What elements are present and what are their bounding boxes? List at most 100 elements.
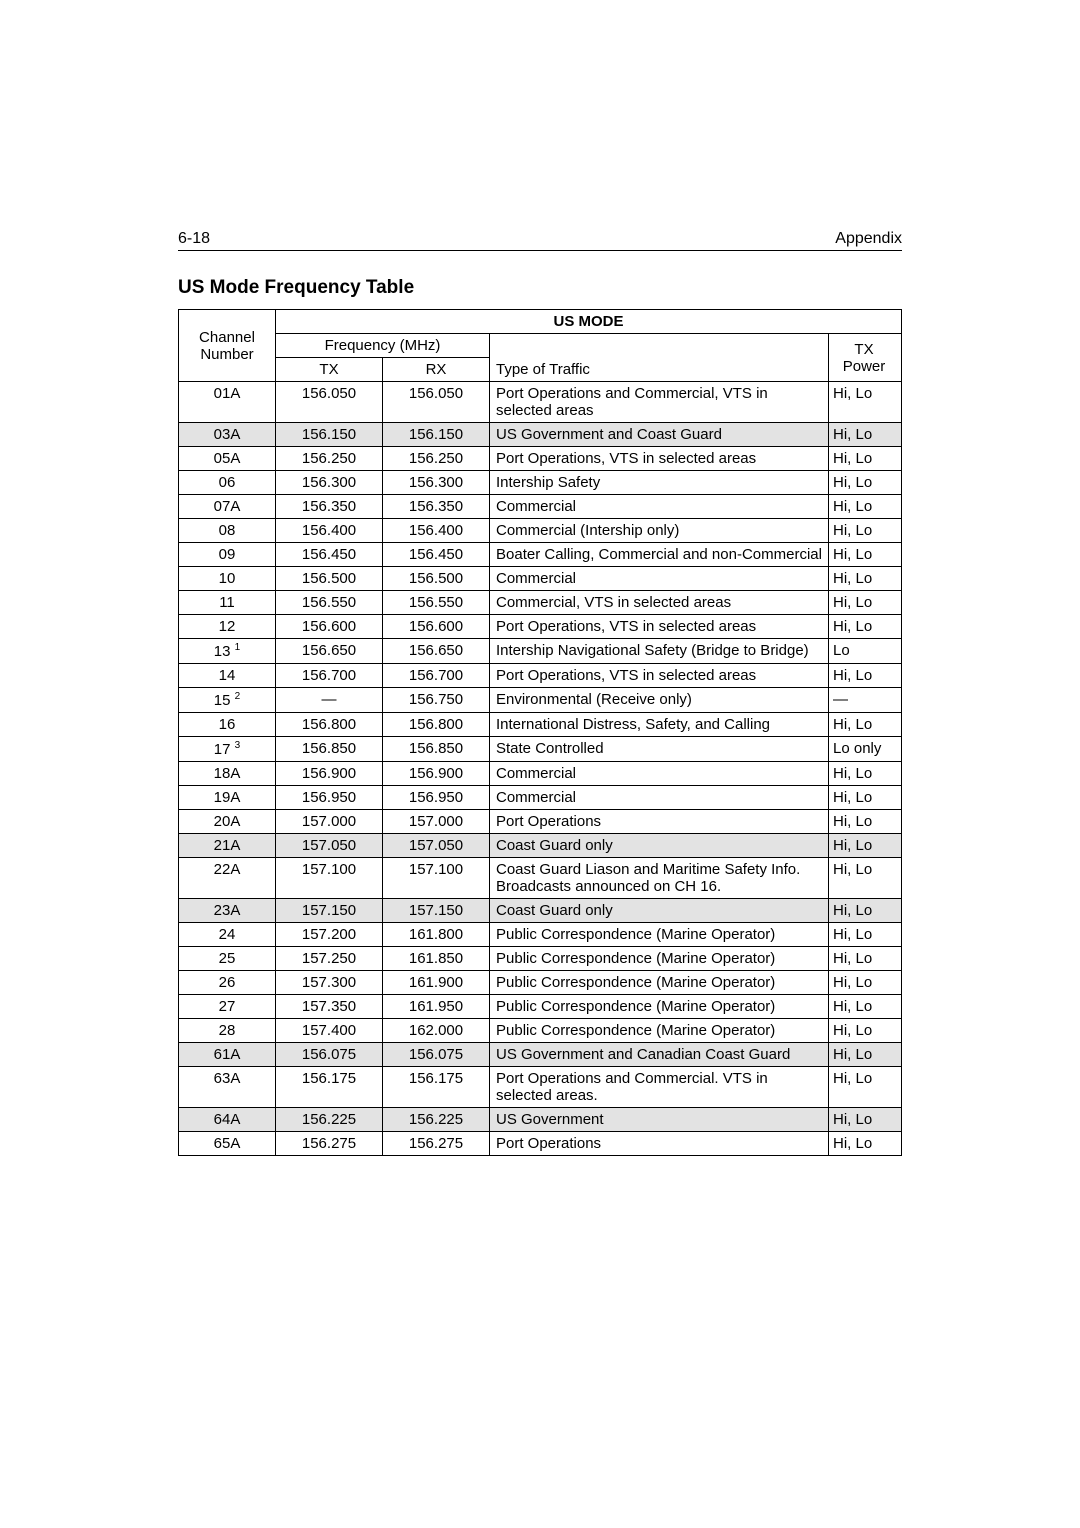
table-row: 63A156.175156.175Port Operations and Com… (179, 1067, 902, 1108)
cell-power: Hi, Lo (829, 947, 902, 971)
cell-tx: 156.075 (276, 1043, 383, 1067)
table-row: 05A156.250156.250Port Operations, VTS in… (179, 447, 902, 471)
cell-rx: 156.800 (383, 713, 490, 737)
cell-power: Hi, Lo (829, 923, 902, 947)
cell-type: Commercial (490, 495, 829, 519)
table-row: 61A156.075156.075US Government and Canad… (179, 1043, 902, 1067)
cell-power: Hi, Lo (829, 567, 902, 591)
table-row: 19A156.950156.950CommercialHi, Lo (179, 786, 902, 810)
table-title: US Mode Frequency Table (178, 277, 902, 299)
cell-rx: 161.900 (383, 971, 490, 995)
cell-rx: 156.400 (383, 519, 490, 543)
cell-tx: 157.200 (276, 923, 383, 947)
cell-power: Hi, Lo (829, 713, 902, 737)
cell-channel: 64A (179, 1108, 276, 1132)
section-name: Appendix (835, 230, 902, 248)
cell-channel: 19A (179, 786, 276, 810)
table-row: 15 2—156.750Environmental (Receive only)… (179, 688, 902, 713)
cell-channel: 10 (179, 567, 276, 591)
cell-power: Hi, Lo (829, 810, 902, 834)
cell-type: Port Operations, VTS in selected areas (490, 447, 829, 471)
cell-rx: 156.175 (383, 1067, 490, 1108)
cell-rx: 156.075 (383, 1043, 490, 1067)
cell-type: Commercial, VTS in selected areas (490, 591, 829, 615)
cell-power: Lo (829, 639, 902, 664)
cell-channel: 03A (179, 423, 276, 447)
cell-rx: 156.500 (383, 567, 490, 591)
cell-channel: 12 (179, 615, 276, 639)
cell-power: Hi, Lo (829, 382, 902, 423)
cell-tx: 156.175 (276, 1067, 383, 1108)
cell-type: Boater Calling, Commercial and non-Comme… (490, 543, 829, 567)
table-row: 12156.600156.600Port Operations, VTS in … (179, 615, 902, 639)
cell-tx: 157.050 (276, 834, 383, 858)
cell-channel: 61A (179, 1043, 276, 1067)
cell-tx: 156.650 (276, 639, 383, 664)
cell-power: Lo only (829, 737, 902, 762)
cell-channel: 65A (179, 1132, 276, 1156)
table-row: 01A156.050156.050Port Operations and Com… (179, 382, 902, 423)
cell-tx: 156.050 (276, 382, 383, 423)
cell-type: Public Correspondence (Marine Operator) (490, 1019, 829, 1043)
cell-channel: 09 (179, 543, 276, 567)
cell-type: Coast Guard only (490, 834, 829, 858)
cell-rx: 161.950 (383, 995, 490, 1019)
cell-channel: 26 (179, 971, 276, 995)
cell-type: Coast Guard only (490, 899, 829, 923)
cell-channel: 63A (179, 1067, 276, 1108)
header-type: Type of Traffic (490, 334, 829, 382)
header-power: TX Power (829, 334, 902, 382)
cell-channel: 14 (179, 664, 276, 688)
cell-channel: 28 (179, 1019, 276, 1043)
cell-rx: 157.050 (383, 834, 490, 858)
table-row: 17 3156.850156.850State ControlledLo onl… (179, 737, 902, 762)
cell-tx: — (276, 688, 383, 713)
cell-type: International Distress, Safety, and Call… (490, 713, 829, 737)
cell-type: US Government and Canadian Coast Guard (490, 1043, 829, 1067)
cell-type: US Government and Coast Guard (490, 423, 829, 447)
table-row: 26157.300161.900Public Correspondence (M… (179, 971, 902, 995)
table-row: 11156.550156.550Commercial, VTS in selec… (179, 591, 902, 615)
cell-type: US Government (490, 1108, 829, 1132)
frequency-table: Channel Number US MODE Frequency (MHz) T… (178, 309, 902, 1156)
cell-tx: 156.225 (276, 1108, 383, 1132)
table-row: 16156.800156.800International Distress, … (179, 713, 902, 737)
cell-rx: 156.350 (383, 495, 490, 519)
table-row: 25157.250161.850Public Correspondence (M… (179, 947, 902, 971)
cell-tx: 156.850 (276, 737, 383, 762)
cell-channel: 23A (179, 899, 276, 923)
cell-tx: 157.100 (276, 858, 383, 899)
table-row: 03A156.150156.150US Government and Coast… (179, 423, 902, 447)
cell-tx: 156.950 (276, 786, 383, 810)
table-row: 23A157.150157.150Coast Guard onlyHi, Lo (179, 899, 902, 923)
cell-power: Hi, Lo (829, 423, 902, 447)
cell-channel: 18A (179, 762, 276, 786)
header-power-l1: TX (854, 341, 873, 358)
cell-channel: 20A (179, 810, 276, 834)
header-channel-l1: Channel (199, 329, 255, 346)
table-row: 06156.300156.300Intership SafetyHi, Lo (179, 471, 902, 495)
header-freq: Frequency (MHz) (276, 334, 490, 358)
cell-rx: 156.850 (383, 737, 490, 762)
cell-power: Hi, Lo (829, 615, 902, 639)
cell-type: Coast Guard Liason and Maritime Safety I… (490, 858, 829, 899)
cell-rx: 156.600 (383, 615, 490, 639)
cell-type: Public Correspondence (Marine Operator) (490, 923, 829, 947)
table-row: 22A157.100157.100Coast Guard Liason and … (179, 858, 902, 899)
header-power-l2: Power (843, 358, 886, 375)
cell-channel: 15 2 (179, 688, 276, 713)
table-row: 65A156.275156.275Port OperationsHi, Lo (179, 1132, 902, 1156)
page: 6-18 Appendix US Mode Frequency Table Ch… (0, 0, 1080, 1256)
cell-rx: 161.850 (383, 947, 490, 971)
cell-channel: 21A (179, 834, 276, 858)
table-row: 64A156.225156.225US GovernmentHi, Lo (179, 1108, 902, 1132)
cell-channel: 27 (179, 995, 276, 1019)
cell-power: Hi, Lo (829, 834, 902, 858)
cell-type: Port Operations and Commercial, VTS in s… (490, 382, 829, 423)
cell-tx: 156.700 (276, 664, 383, 688)
cell-rx: 156.700 (383, 664, 490, 688)
cell-power: Hi, Lo (829, 471, 902, 495)
cell-tx: 157.300 (276, 971, 383, 995)
table-row: 14156.700156.700Port Operations, VTS in … (179, 664, 902, 688)
table-row: 20A157.000157.000Port OperationsHi, Lo (179, 810, 902, 834)
